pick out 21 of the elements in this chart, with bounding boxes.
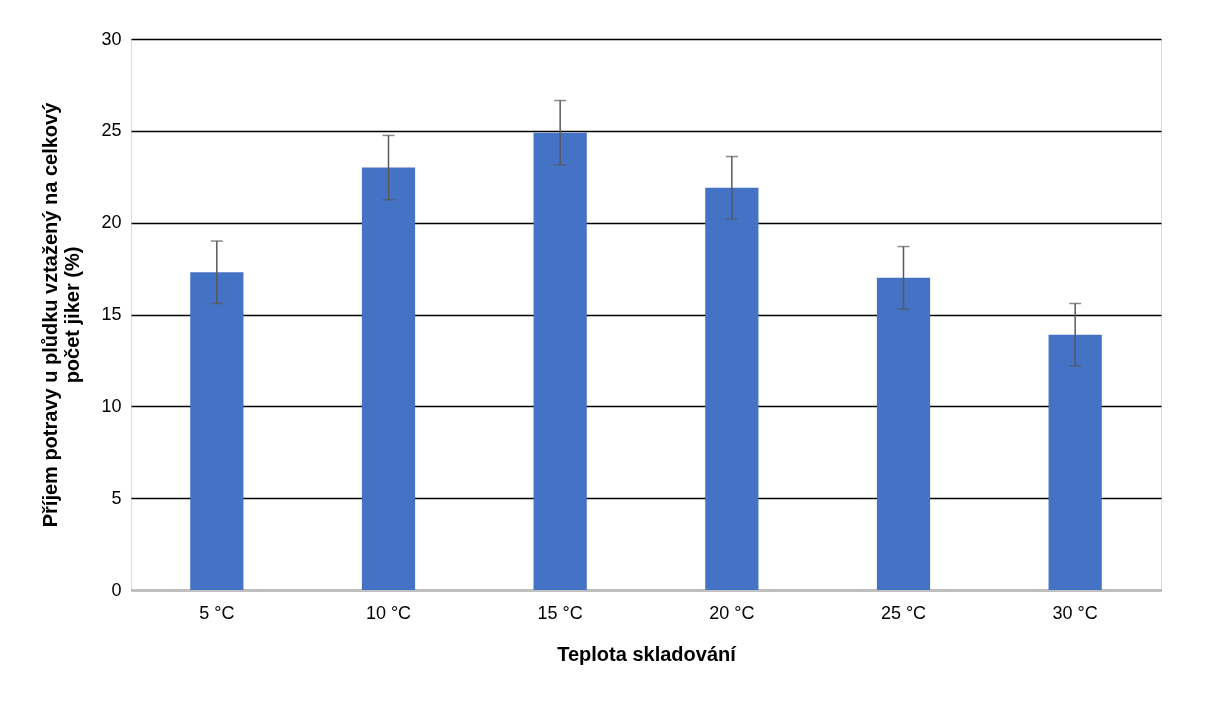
bar [1048, 334, 1102, 590]
x-tick-label: 30 °C [1052, 602, 1098, 623]
x-tick-label: 25 °C [880, 602, 927, 623]
y-tick-label: 30 [101, 28, 122, 49]
y-tick-label: 20 [101, 212, 122, 233]
y-tick-label: 5 [111, 487, 122, 508]
bar [533, 132, 587, 590]
x-tick-label: 5 °C [199, 602, 235, 623]
y-axis-title: Příjem potravy u plůdku vztažený na celkový počet jiker (%) [39, 101, 84, 528]
bar [876, 277, 931, 590]
y-tick-label: 0 [111, 579, 122, 600]
bar [361, 167, 416, 590]
y-tick-label: 15 [101, 304, 122, 324]
y-tick-label: 25 [101, 120, 122, 141]
bar [705, 187, 759, 590]
x-axis-title: Teplota skladování [557, 642, 738, 665]
bar [190, 272, 244, 590]
x-tick-label: 20 °C [709, 602, 755, 623]
x-tick-label: 10 °C [365, 602, 412, 623]
y-tick-label: 10 [101, 395, 122, 416]
x-tick-label: 15 °C [537, 602, 583, 623]
